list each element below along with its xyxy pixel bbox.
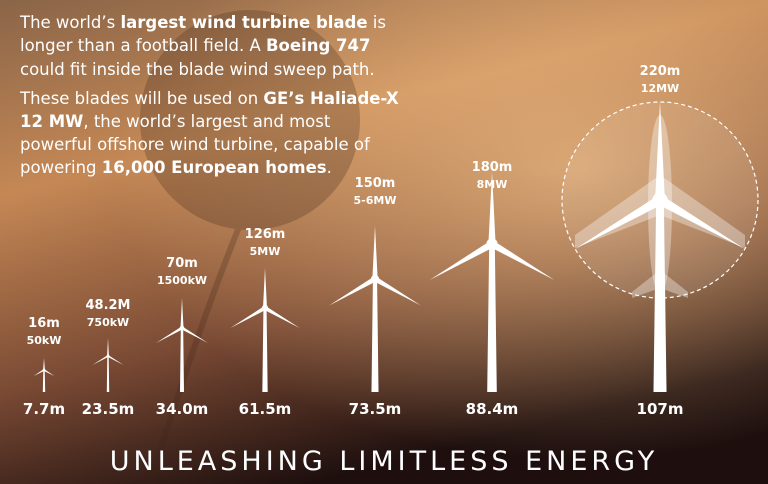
rotor-size: 150m bbox=[355, 176, 396, 191]
tower bbox=[653, 200, 667, 392]
hub bbox=[106, 354, 110, 358]
hub bbox=[179, 325, 185, 331]
blade bbox=[329, 276, 377, 306]
blade-length: 61.5m bbox=[239, 400, 292, 418]
blade bbox=[657, 195, 745, 249]
intro-run: 16,000 European homes bbox=[102, 158, 327, 177]
intro-run: powering bbox=[20, 158, 102, 177]
blade bbox=[107, 355, 124, 365]
blade-length: 107m bbox=[637, 400, 684, 418]
blade bbox=[372, 226, 378, 279]
tower bbox=[180, 328, 184, 392]
blade bbox=[33, 369, 45, 376]
intro-run: longer than a football field. A bbox=[20, 36, 266, 55]
intro-run: could fit inside the blade wind sweep pa… bbox=[20, 60, 375, 79]
hub bbox=[652, 192, 668, 208]
tower bbox=[371, 279, 379, 392]
rotor-size: 70m bbox=[166, 256, 198, 271]
blade-length: 73.5m bbox=[349, 400, 402, 418]
blade-length: 88.4m bbox=[466, 400, 519, 418]
blade bbox=[180, 298, 184, 328]
intro-run: powerful offshore wind turbine, capable … bbox=[20, 135, 371, 154]
blade bbox=[107, 338, 109, 356]
rotor-size: 16m bbox=[28, 316, 60, 331]
blade-length: 7.7m bbox=[23, 400, 65, 418]
blade bbox=[156, 326, 183, 343]
intro-run: The world’s bbox=[19, 13, 120, 32]
blade-length: 23.5m bbox=[82, 400, 135, 418]
intro-run: These blades will be used on bbox=[19, 89, 263, 108]
hub bbox=[486, 238, 498, 250]
tower bbox=[487, 244, 497, 392]
blade bbox=[43, 369, 55, 376]
tower bbox=[262, 308, 268, 392]
power: 1500kW bbox=[157, 274, 207, 287]
blade bbox=[490, 240, 555, 280]
blade-length: 34.0m bbox=[156, 400, 209, 418]
intro-run: , the world’s largest and most bbox=[83, 112, 331, 131]
intro-run: is bbox=[368, 13, 386, 32]
intro-run: GE’s Haliade-X bbox=[263, 89, 399, 108]
hub bbox=[42, 368, 46, 372]
dandelion bbox=[140, 10, 360, 484]
blade bbox=[263, 268, 267, 308]
intro-run: Boeing 747 bbox=[266, 36, 371, 55]
intro-text: The world’s largest wind turbine blade i… bbox=[19, 13, 399, 177]
blade bbox=[655, 102, 665, 200]
power: 5-6MW bbox=[354, 194, 397, 207]
rotor-size: 126m bbox=[245, 227, 286, 242]
blade bbox=[181, 326, 208, 343]
intro-run: largest wind turbine blade bbox=[120, 13, 367, 32]
blade bbox=[264, 306, 300, 328]
rotor-size: 220m bbox=[640, 64, 681, 79]
intro-run: 12 MW bbox=[20, 112, 83, 131]
power: 50kW bbox=[27, 334, 62, 347]
blade bbox=[92, 355, 109, 365]
tower bbox=[42, 370, 46, 392]
hub bbox=[261, 304, 269, 312]
tagline: UNLEASHING LIMITLESS ENERGY bbox=[110, 446, 659, 477]
intro-run: . bbox=[327, 158, 332, 177]
blade bbox=[575, 195, 663, 249]
blade bbox=[230, 306, 266, 328]
tower bbox=[106, 356, 110, 392]
power: 12MW bbox=[641, 82, 679, 95]
rotor-size: 180m bbox=[472, 160, 513, 175]
power: 8MW bbox=[477, 178, 508, 191]
turbines: 16m 50kW 7.7m 48.2M 750kW 23.5m 70m 1500kW 34.0m… bbox=[23, 64, 745, 418]
rotor-size: 48.2M bbox=[85, 298, 130, 313]
hub bbox=[370, 274, 380, 284]
power: 5MW bbox=[250, 245, 281, 258]
blade bbox=[488, 172, 496, 244]
blade bbox=[373, 276, 421, 306]
power: 750kW bbox=[87, 316, 129, 329]
blade bbox=[43, 358, 45, 370]
blade bbox=[429, 240, 494, 280]
